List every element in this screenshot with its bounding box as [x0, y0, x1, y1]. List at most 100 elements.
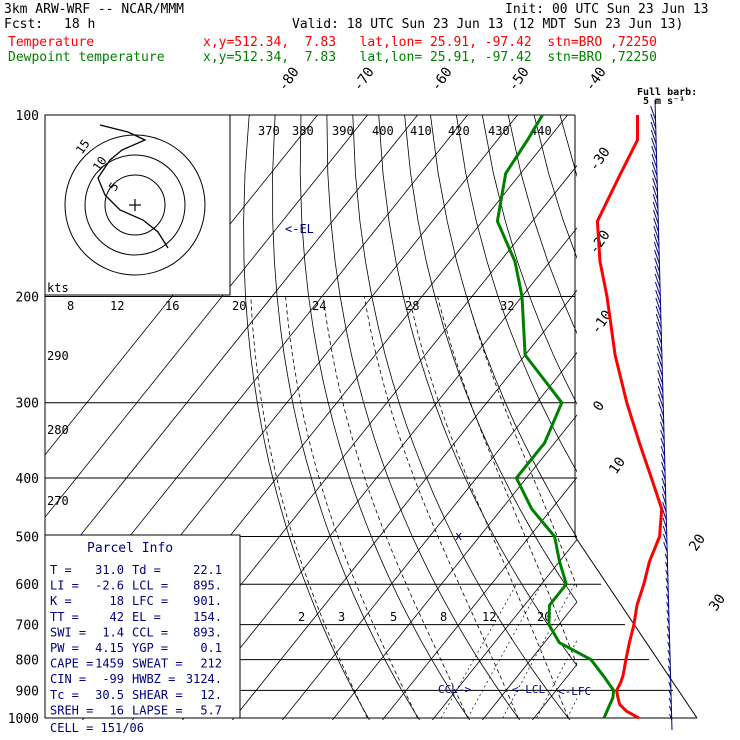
- theta-label-390: 390: [332, 124, 354, 138]
- dry-adiabat-260: [272, 115, 421, 720]
- wind-barb-272: [654, 257, 661, 273]
- wind-barb-168: [651, 153, 658, 169]
- wind-barb-576: [665, 569, 669, 577]
- model-title: 3km ARW-WRF -- NCAR/MMM: [4, 2, 185, 17]
- marker-lcl: <-LCL: [512, 683, 545, 696]
- wind-barb-648: [667, 641, 671, 649]
- moist-adiabat-32: [466, 296, 577, 589]
- marker-el: <-EL: [285, 222, 314, 236]
- pressure-label-100: 100: [16, 109, 39, 124]
- isotherm--110: [45, 115, 418, 581]
- parcel-row-4-value-b: 893.: [193, 625, 222, 639]
- isotherm--40: [281, 351, 577, 720]
- pressure-label-600: 600: [16, 578, 39, 593]
- isotherm-30: [624, 115, 740, 731]
- mixing-ratio-2: [440, 584, 517, 719]
- theta-label-420: 420: [448, 124, 470, 138]
- wind-barb-336: [655, 321, 662, 337]
- wind-barb-624: [666, 617, 670, 625]
- mixing-ratio-upper-label-24: 24: [312, 299, 326, 313]
- wind-barb-560: [664, 553, 668, 561]
- dry-adiabat-340: [481, 115, 577, 405]
- parcel-row-2-value-b: 901.: [193, 594, 222, 608]
- parcel-row-4-label-b: CCL =: [132, 625, 168, 639]
- theta-left-label-280: 280: [47, 423, 69, 437]
- hodograph-units: kts: [47, 281, 69, 295]
- parcel-row-9-label-a: SREH =: [50, 703, 93, 717]
- mixing-ratio-lower-label-8: 8: [440, 610, 447, 624]
- parcel-row-0-label-a: T =: [50, 563, 72, 577]
- isotherm--10: [431, 539, 577, 720]
- wind-barb-400: [657, 385, 664, 401]
- wind-barb-448: [660, 437, 665, 449]
- wind-barb-136: [650, 121, 657, 137]
- wind-barb-360: [656, 345, 663, 361]
- isotherm-label--60: -60: [428, 64, 456, 94]
- wind-barb-696: [668, 689, 672, 697]
- wind-barb-600: [665, 593, 669, 601]
- isotherm-label--40: -40: [582, 64, 610, 94]
- isotherm--30: [331, 414, 577, 720]
- wind-barb-248: [653, 233, 660, 249]
- parcel-row-6-value-b: 212: [200, 657, 222, 671]
- series-temperature-line: [595, 115, 664, 720]
- mixing-ratio-12: [566, 697, 577, 719]
- parcel-row-1-value-a: -2.6: [95, 579, 124, 593]
- parcel-row-2-value-a: 18: [110, 594, 124, 608]
- theta-left-label-290: 290: [47, 349, 69, 363]
- theta-label-410: 410: [410, 124, 432, 138]
- dry-adiabat-430: [715, 115, 740, 731]
- wind-barb-640: [666, 633, 671, 641]
- moist-adiabat-20: [408, 296, 570, 720]
- wind-barb-592: [665, 585, 669, 593]
- parcel-row-7-value-a: -99: [102, 672, 124, 686]
- mixing-ratio-lower-label-2: 2: [298, 610, 305, 624]
- dry-adiabat-320: [430, 115, 577, 539]
- wind-barb-264: [654, 249, 660, 265]
- parcel-row-8-label-b: SHEAR =: [132, 688, 183, 702]
- theta-left-label-270: 270: [47, 494, 69, 508]
- wind-barb-552: [663, 541, 668, 553]
- parcel-row-6-label-a: CAPE =: [50, 657, 93, 671]
- wind-barb-416: [658, 401, 664, 417]
- wind-barb-392: [657, 377, 664, 393]
- marker-ccl: CCL->: [438, 683, 471, 696]
- moist-adiabat-26: [437, 296, 577, 667]
- wind-barb-520: [662, 509, 667, 521]
- wind-barb-688: [668, 681, 672, 689]
- parcel-info-title: Parcel Info: [87, 541, 173, 556]
- forecast-hour: 18 h: [64, 17, 96, 32]
- theta-label-370: 370: [258, 124, 280, 138]
- wind-barb-328: [655, 313, 662, 329]
- mixing-ratio-upper-label-20: 20: [232, 299, 246, 313]
- wind-barb-472: [661, 461, 666, 473]
- parcel-row-7-value-b: 3124.: [186, 672, 222, 686]
- isotherm--60: [181, 227, 577, 720]
- wind-barb-296: [654, 281, 661, 297]
- pressure-label-1000: 1000: [8, 712, 39, 727]
- parcel-row-5-value-a: 4.15: [95, 641, 124, 655]
- isotherm--50: [231, 289, 577, 720]
- parcel-row-3-value-b: 154.: [193, 610, 222, 624]
- dry-adiabat-300: [378, 115, 577, 667]
- parcel-row-7-label-b: HWBZ =: [132, 672, 175, 686]
- parcel-info-box: [44, 534, 241, 719]
- parcel-row-5-label-b: YGP =: [132, 641, 168, 655]
- wind-barb-664: [667, 657, 671, 665]
- parcel-row-2-label-a: K =: [50, 594, 72, 608]
- wind-barb-712: [668, 705, 672, 713]
- pressure-label-500: 500: [16, 530, 39, 545]
- theta-label-380: 380: [292, 124, 314, 138]
- wind-barb-616: [666, 609, 670, 617]
- parcel-row-9-value-a: 16: [110, 703, 124, 717]
- wind-barb-384: [657, 369, 664, 385]
- hodograph-ring-5: [104, 174, 166, 236]
- mixing-ratio-upper-label-12: 12: [110, 299, 124, 313]
- parcel-row-3-label-b: EL =: [132, 610, 161, 624]
- wind-barb-656: [667, 649, 671, 657]
- isotherm-40: [674, 115, 740, 731]
- wind-barb-152: [651, 137, 657, 153]
- wind-barb-232: [653, 217, 660, 233]
- moist-adiabat-0: [322, 296, 470, 720]
- parcel-row-5-label-a: PW =: [50, 641, 79, 655]
